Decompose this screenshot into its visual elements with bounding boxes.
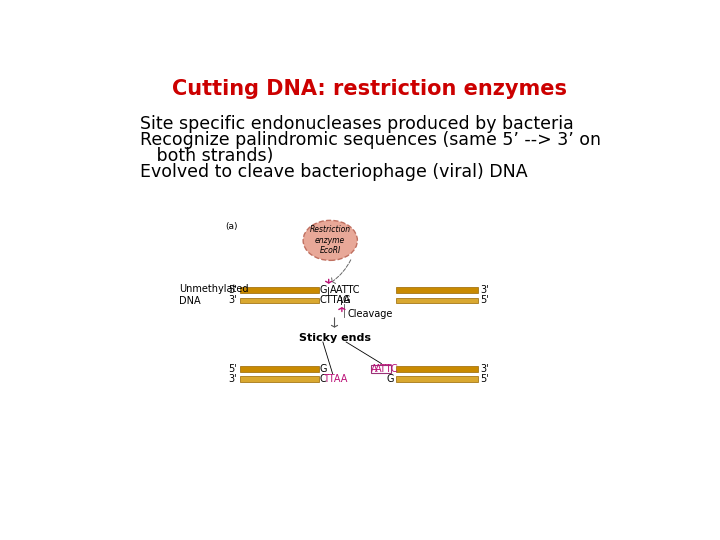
- Text: 3': 3': [480, 286, 488, 295]
- Text: G: G: [320, 286, 327, 295]
- Text: Evolved to cleave bacteriophage (viral) DNA: Evolved to cleave bacteriophage (viral) …: [140, 164, 528, 181]
- Text: 5': 5': [228, 286, 236, 295]
- Text: ATTC: ATTC: [375, 364, 399, 374]
- Text: 5': 5': [480, 295, 489, 306]
- Text: Cleavage: Cleavage: [347, 309, 392, 319]
- Text: Recognize palindromic sequences (same 5’ --> 3’ on: Recognize palindromic sequences (same 5’…: [140, 131, 601, 149]
- Text: DNA: DNA: [179, 296, 201, 306]
- Text: Unmethylated: Unmethylated: [179, 284, 248, 294]
- Text: (a): (a): [225, 222, 238, 231]
- Ellipse shape: [303, 220, 357, 260]
- Text: Cutting DNA: restriction enzymes: Cutting DNA: restriction enzymes: [171, 79, 567, 99]
- Text: Sticky ends: Sticky ends: [299, 333, 371, 343]
- Bar: [240, 376, 319, 382]
- Text: G: G: [343, 295, 350, 306]
- Text: 3': 3': [480, 364, 488, 374]
- Bar: [240, 366, 319, 372]
- Text: G: G: [387, 374, 395, 384]
- Text: 3': 3': [228, 374, 236, 384]
- Bar: [396, 298, 477, 303]
- Bar: [396, 366, 477, 372]
- Bar: [396, 287, 477, 294]
- Text: G: G: [320, 364, 327, 374]
- Bar: [240, 298, 319, 303]
- Bar: [396, 376, 477, 382]
- Text: both strands): both strands): [140, 147, 274, 165]
- Text: Restriction
enzyme
EcoRI: Restriction enzyme EcoRI: [310, 226, 351, 255]
- Text: AATTC: AATTC: [330, 286, 360, 295]
- Text: A: A: [372, 364, 378, 374]
- Text: 5': 5': [228, 364, 236, 374]
- Bar: [240, 287, 319, 294]
- Bar: [371, 365, 392, 373]
- Text: Site specific endonucleases produced by bacteria: Site specific endonucleases produced by …: [140, 115, 574, 133]
- Text: TTAA: TTAA: [323, 374, 348, 384]
- Text: CTTAA: CTTAA: [320, 295, 351, 306]
- Text: C: C: [320, 374, 326, 384]
- Text: 5': 5': [480, 374, 489, 384]
- Text: 3': 3': [228, 295, 236, 306]
